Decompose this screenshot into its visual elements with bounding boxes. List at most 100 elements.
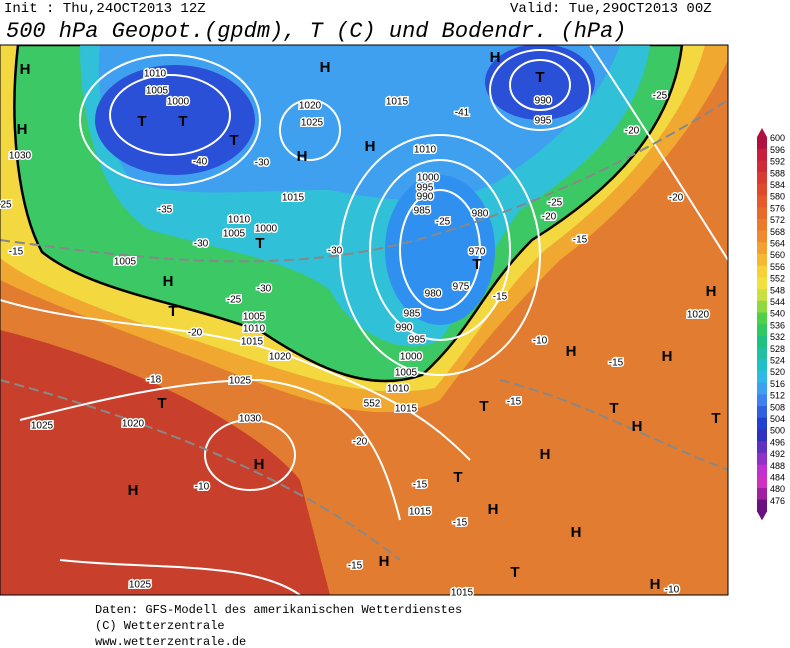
isoline-label: -10 (195, 482, 210, 493)
pressure-center-label: H (706, 283, 717, 300)
isoline-label: -15 (348, 561, 363, 572)
colorbar-swatch (757, 137, 767, 150)
isoline-label: -30 (194, 239, 209, 250)
colorbar-swatch (757, 207, 767, 220)
isoline-label: 990 (417, 192, 434, 203)
colorbar-arrow (757, 511, 767, 521)
pressure-center-label: H (17, 121, 28, 138)
pressure-center-label: T (178, 113, 187, 130)
isoline-label: 1010 (144, 69, 167, 80)
pressure-center-label: H (128, 482, 139, 499)
isoline-label: 990 (535, 96, 552, 107)
pressure-center-label: H (540, 446, 551, 463)
isoline-label: -20 (669, 193, 684, 204)
colorbar-label: 560 (770, 250, 785, 260)
isoline-label: 1025 (31, 421, 54, 432)
pressure-center-label: T (137, 113, 146, 130)
isoline-label: -20 (542, 212, 557, 223)
colorbar-swatch (757, 312, 767, 325)
isoline-label: 1030 (9, 151, 32, 162)
colorbar-label: 572 (770, 215, 785, 225)
pressure-center-label: H (379, 553, 390, 570)
isoline-label: -41 (455, 108, 470, 119)
isoline-label: 1010 (387, 384, 410, 395)
colorbar-arrow (757, 128, 767, 137)
init-text: Init : Thu,24OCT2013 12Z (4, 1, 206, 17)
colorbar-label: 584 (770, 180, 785, 190)
colorbar-swatch (757, 417, 767, 430)
colorbar-label: 508 (770, 402, 785, 412)
colorbar-label: 580 (770, 192, 785, 202)
colorbar-swatch (757, 324, 767, 337)
isoline-label: 25 (0, 200, 12, 211)
pressure-center-label: T (157, 395, 166, 412)
isoline-label: 1015 (282, 193, 305, 204)
colorbar-swatch (757, 218, 767, 232)
isoline-label: 975 (453, 282, 470, 293)
isoline-label: -10 (665, 585, 680, 596)
colorbar-label: 596 (770, 145, 785, 155)
pressure-center-label: T (168, 303, 177, 320)
isoline-label: -15 (493, 292, 508, 303)
colorbar-label: 540 (770, 309, 785, 319)
colorbar-label: 536 (770, 320, 785, 330)
colorbar-swatch (757, 335, 767, 349)
isoline-label: 1020 (687, 310, 710, 321)
colorbar-swatch (757, 406, 767, 419)
isoline-label: -25 (548, 198, 563, 209)
colorbar-swatch (757, 347, 767, 360)
isoline-label: -20 (188, 328, 203, 339)
colorbar-swatch (757, 242, 767, 255)
colorbar-swatch (757, 277, 767, 290)
isoline-label: 1020 (269, 352, 292, 363)
colorbar-swatch (757, 382, 767, 395)
pressure-center-label: T (609, 400, 618, 417)
pressure-center-label: H (662, 348, 673, 365)
pressure-center-label: T (255, 235, 264, 252)
isoline-label: -18 (147, 375, 162, 386)
colorbar-swatch (757, 254, 767, 267)
isoline-label: 1015 (241, 337, 264, 348)
colorbar-label: 500 (770, 426, 785, 436)
isoline-label: 1005 (146, 86, 169, 97)
colorbar-swatch (757, 464, 767, 477)
isoline-label: -25 (227, 295, 242, 306)
colorbar-swatch (757, 371, 767, 384)
isoline-label: 552 (364, 399, 381, 410)
isoline-label: -20 (353, 437, 368, 448)
colorbar-swatch (757, 289, 767, 302)
isoline-label: 1005 (395, 368, 418, 379)
colorbar-label: 476 (770, 496, 785, 506)
isoline-label: 985 (404, 309, 421, 320)
colorbar-label: 520 (770, 367, 785, 377)
colorbar-label: 568 (770, 227, 785, 237)
colorbar-label: 488 (770, 461, 785, 471)
colorbar-swatch (757, 172, 767, 185)
isoline-label: 1025 (301, 118, 324, 129)
isoline-label: 1000 (400, 352, 423, 363)
colorbar-label: 548 (770, 285, 785, 295)
pressure-center-label: T (535, 69, 544, 86)
isoline-label: 1015 (395, 404, 418, 415)
isoline-label: 1020 (122, 419, 145, 430)
colorbar-swatch (757, 488, 767, 501)
isoline-label: 1000 (255, 224, 278, 235)
isoline-label: 1030 (239, 414, 262, 425)
isoline-label: 1005 (114, 257, 137, 268)
colorbar-label: 556 (770, 262, 785, 272)
isoline-label: -15 (453, 518, 468, 529)
pressure-center-label: H (297, 148, 308, 165)
isoline-label: 995 (409, 335, 426, 346)
pressure-center-label: T (229, 132, 238, 149)
colorbar-label: 532 (770, 332, 785, 342)
isoline-label: 1005 (243, 312, 266, 323)
footer-line: www.wetterzentrale.de (95, 635, 246, 648)
pressure-center-label: T (711, 410, 720, 427)
colorbar-label: 588 (770, 168, 785, 178)
colorbar-swatch (757, 183, 767, 196)
isoline-label: 1010 (243, 324, 266, 335)
colorbar-label: 492 (770, 449, 785, 459)
isoline-label: -15 (573, 235, 588, 246)
pressure-center-label: H (254, 456, 265, 473)
pressure-center-label: H (20, 61, 31, 78)
